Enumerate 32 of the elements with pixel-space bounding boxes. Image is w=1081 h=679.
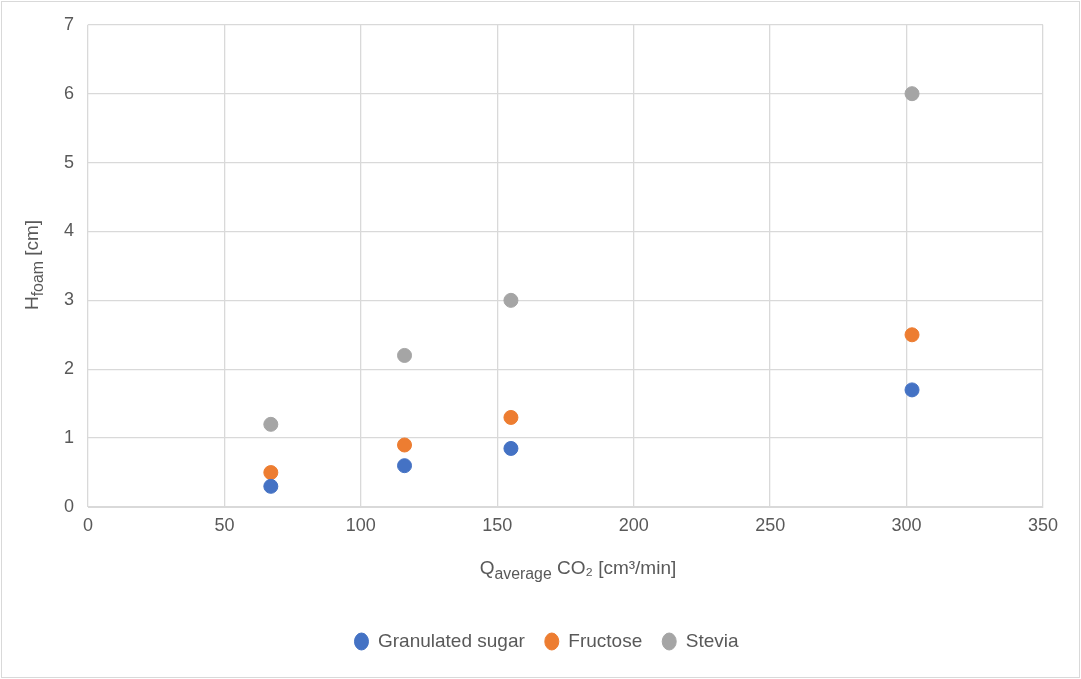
- point: [904, 382, 920, 398]
- x-axis-title: Q$_{average}$ CO₂ [cm³/min]: [479, 557, 677, 583]
- point: [503, 292, 519, 308]
- y-tick-label: 2: [64, 358, 75, 379]
- x-tick-label: 150: [482, 514, 513, 535]
- y-tick-label: 1: [64, 427, 75, 448]
- y-tick-label: 3: [64, 289, 75, 310]
- point: [503, 440, 519, 456]
- point: [263, 478, 279, 494]
- point: [397, 347, 413, 363]
- y-tick-label: 4: [64, 220, 75, 241]
- x-tick-label: 50: [214, 514, 235, 535]
- x-tick-label: 350: [1027, 514, 1059, 535]
- point: [503, 409, 519, 425]
- y-tick-label: 0: [64, 495, 75, 516]
- point: [397, 458, 413, 474]
- point: [263, 416, 279, 432]
- y-tick-label: 5: [64, 151, 75, 172]
- y-tick-label: 6: [64, 82, 75, 103]
- point: [904, 327, 920, 343]
- y-tick-label: 7: [64, 13, 75, 34]
- x-tick-label: 100: [345, 514, 376, 535]
- legend-label: Stevia: [685, 629, 739, 651]
- x-tick-label: 300: [891, 514, 922, 535]
- point: [397, 437, 413, 453]
- x-tick-label: 200: [618, 514, 649, 535]
- legend-label: Fructose: [568, 629, 643, 651]
- x-tick-label: 250: [755, 514, 786, 535]
- legend-label: Granulated sugar: [377, 629, 526, 651]
- point: [263, 465, 279, 481]
- point: [904, 86, 920, 102]
- x-tick-label: 0: [83, 514, 94, 535]
